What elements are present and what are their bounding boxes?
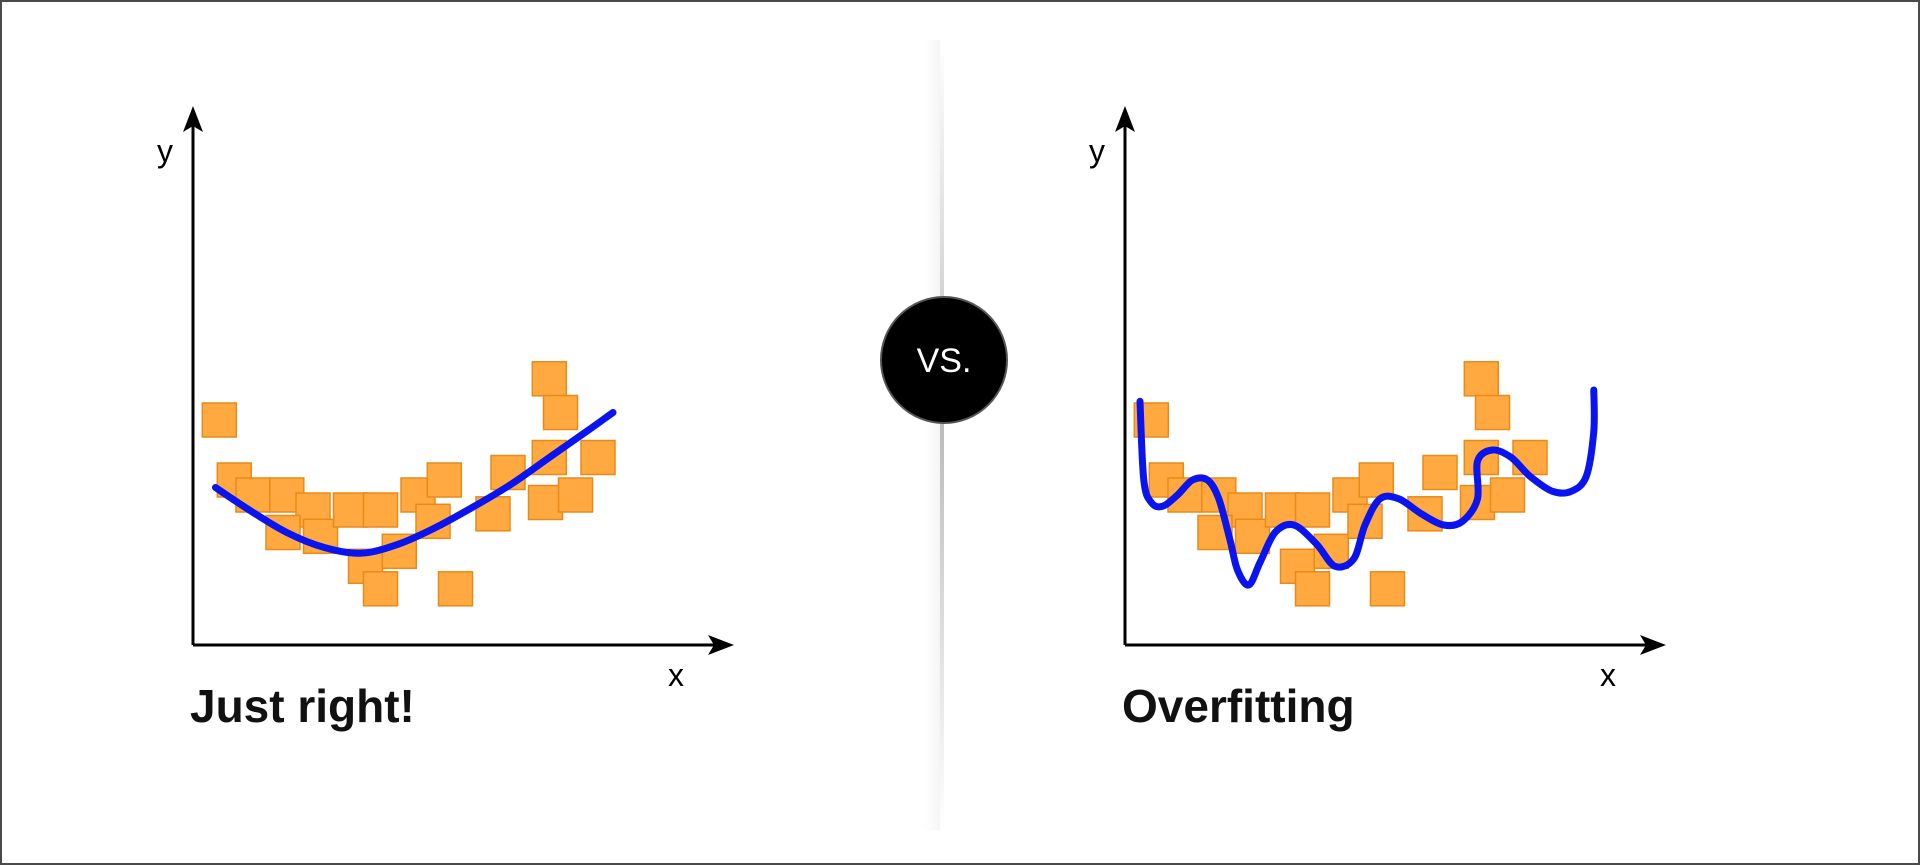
y-axis-arrowhead [1115,106,1135,132]
x-axis-arrowhead [708,635,734,655]
data-point [362,571,399,607]
data-points [201,361,616,607]
data-point [580,439,616,476]
y-axis-label: y [157,133,173,169]
data-point [437,571,474,607]
y-axis-arrowhead [183,106,203,132]
data-point [1489,477,1526,513]
fit-curve-just-right [212,409,617,557]
x-axis-arrowhead [1640,635,1666,655]
data-point [1294,492,1331,528]
data-point [1422,454,1458,491]
fit-curve-overfitting [1136,386,1598,589]
panel-just-right: y x Just right! [157,106,734,732]
data-point [1369,571,1406,607]
panel-caption: Overfitting [1122,680,1355,732]
y-axis-label: y [1089,133,1105,169]
data-points [1133,361,1548,607]
divider-line [940,40,944,830]
data-point [1463,439,1500,476]
data-point [531,361,568,397]
panel-caption: Just right! [190,680,415,732]
vs-badge [880,296,1008,424]
x-axis-label: x [1600,657,1616,693]
data-point [332,492,369,528]
panel-overfitting: y x Overfitting [1089,106,1666,732]
data-point [527,484,564,521]
center-divider: VS. [880,40,1008,830]
data-point [362,492,399,528]
data-point [1512,439,1548,476]
x-axis-label: x [668,657,684,693]
data-point [426,462,463,498]
data-point [542,394,579,431]
data-point [1294,571,1331,607]
data-point [1358,462,1395,498]
data-point [201,402,238,438]
data-point [1463,361,1500,397]
data-point [1474,394,1511,431]
vs-badge-label: VS. [917,342,972,380]
data-point [557,477,594,513]
